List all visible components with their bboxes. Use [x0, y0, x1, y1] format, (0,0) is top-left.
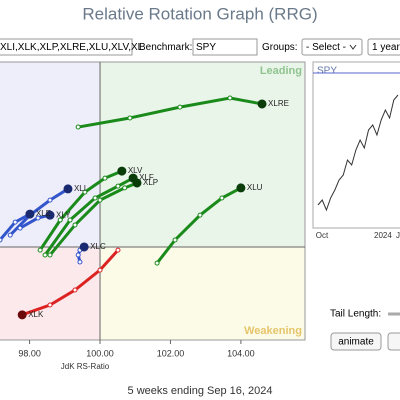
tail-head	[63, 184, 73, 194]
series-label: XLF	[139, 173, 154, 182]
series-label: XLY	[56, 210, 71, 219]
tail-point	[77, 259, 83, 265]
tail-point	[177, 104, 183, 110]
series-label: XLI	[74, 184, 86, 193]
tail-point	[219, 195, 225, 201]
tail-point	[97, 267, 103, 273]
tail-head	[25, 209, 35, 219]
next-button[interactable]	[387, 332, 400, 351]
series-label: XLV	[128, 166, 143, 175]
tail-point	[67, 217, 73, 223]
quadrant-label: Weakening	[244, 325, 302, 337]
tail-point	[227, 95, 233, 101]
tail-point	[47, 197, 53, 203]
series-label: XLU	[247, 183, 263, 192]
x-tick-label: 98.00	[18, 348, 41, 358]
x-tick-label: 100.00	[86, 348, 114, 358]
tail-point	[7, 232, 13, 238]
x-axis-label: JdK RS-Ratio	[61, 362, 110, 371]
spy-chart: Oct 2024 Jul	[316, 94, 400, 240]
period-text: 1 year	[372, 42, 400, 53]
spy-x-label: 2024	[374, 231, 392, 240]
tail-point	[57, 217, 63, 223]
benchmark-label: Benchmark:	[139, 42, 192, 53]
period-select[interactable]	[367, 38, 400, 56]
tail-head	[132, 178, 142, 188]
tail-point	[102, 175, 108, 181]
plot-border	[0, 61, 306, 341]
quadrant-lagging	[0, 246, 101, 340]
spy-x-label: Oct	[316, 231, 329, 240]
spy-title: SPY	[317, 66, 337, 77]
quadrant-leading	[100, 62, 305, 247]
tail-point	[122, 185, 128, 191]
tail	[8, 187, 70, 237]
symbols-input[interactable]	[0, 38, 133, 56]
series-label: XLRE	[268, 99, 289, 108]
tail-point	[172, 237, 178, 243]
tail-point	[72, 222, 78, 228]
tail-length-label: Tail Length:	[330, 309, 381, 320]
quadrant-weakening	[100, 246, 305, 340]
tail-head	[79, 242, 89, 252]
dropdown-arrow	[349, 44, 357, 50]
tail-head	[17, 310, 27, 320]
footer: 5 weeks ending Sep 16, 2024	[128, 385, 273, 397]
tail-point	[17, 225, 23, 231]
series-label: XLE	[36, 209, 51, 218]
animate-text: animate	[338, 337, 374, 348]
rrg-plot: Leading Weakening 98.00 100.00 102.00 104.00 J…	[0, 61, 306, 371]
tail-point	[12, 219, 18, 225]
groups-select[interactable]	[301, 38, 363, 56]
tail-point	[47, 302, 53, 308]
tail-point	[72, 287, 78, 293]
spy-line	[317, 94, 399, 212]
x-tick-label: 102.00	[157, 348, 185, 358]
tail-point	[42, 252, 48, 258]
tail-point	[37, 247, 43, 253]
tail-point	[127, 115, 133, 121]
tail-point	[92, 195, 98, 201]
series-label: XLC	[90, 242, 106, 251]
tail-point	[97, 197, 103, 203]
tail-point	[82, 189, 88, 195]
tail-point	[47, 252, 53, 258]
spy-panel	[312, 61, 400, 229]
symbols-text: XLI,XLK,XLP,XLRE,XLU,XLV,XL	[0, 42, 144, 53]
benchmark-text: SPY	[196, 42, 216, 53]
tail-point	[0, 237, 3, 243]
tail-point	[75, 124, 81, 130]
tail-head	[257, 99, 267, 109]
tail-point	[35, 215, 41, 221]
animate-button[interactable]	[330, 332, 382, 351]
spy-x-label: Jul	[396, 231, 400, 240]
tail-point	[154, 260, 160, 266]
tail-point	[75, 252, 81, 258]
benchmark-input[interactable]	[192, 38, 258, 56]
groups-label: Groups:	[262, 42, 298, 53]
quadrant-label: Leading	[260, 65, 302, 77]
tail-head	[45, 210, 55, 220]
series-label: XLK	[28, 310, 44, 319]
tail-head	[117, 166, 127, 176]
tail-head	[236, 183, 246, 193]
tail-point	[115, 247, 121, 253]
page-title: Relative Rotation Graph (RRG)	[82, 4, 317, 23]
x-tick-label: 104.00	[227, 348, 255, 358]
groups-text: - Select -	[306, 42, 346, 53]
tail-point	[197, 212, 203, 218]
series-label: XLP	[143, 178, 158, 187]
tail-point	[115, 183, 121, 189]
